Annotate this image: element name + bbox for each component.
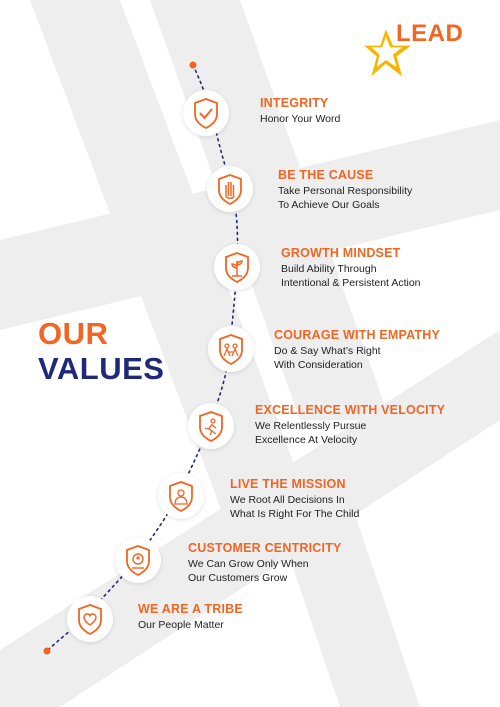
value-title: BE THE CAUSE (278, 168, 374, 182)
value-live-the-mission: LIVE THE MISSION We Root All Decisions I… (230, 477, 450, 521)
value-title: LIVE THE MISSION (230, 477, 346, 491)
path-end-dot (43, 647, 51, 655)
lead-star-logo-icon (364, 29, 411, 77)
value-title: WE ARE A TRIBE (138, 602, 243, 616)
heading-values: VALUES (38, 351, 165, 386)
value-title: INTEGRITY (260, 96, 329, 110)
customer-icon (126, 545, 150, 577)
value-courage-with-empathy: COURAGE WITH EMPATHY Do & Say What’s Rig… (274, 328, 494, 372)
growing-plant-icon (225, 252, 249, 284)
heart-shield-icon (78, 604, 102, 636)
value-icon-7 (115, 537, 161, 583)
value-desc: Take Personal Responsibility To Achieve … (278, 185, 413, 211)
value-desc: We Relentlessly Pursue Excellence At Vel… (255, 420, 367, 446)
value-icon-3 (214, 244, 260, 290)
value-desc: Build Ability Through Intentional & Pers… (281, 263, 421, 289)
value-desc: Honor Your Word (260, 113, 341, 125)
value-excellence-with-velocity: EXCELLENCE WITH VELOCITY We Relentlessly… (255, 403, 475, 447)
value-growth-mindset: GROWTH MINDSET Build Ability Through Int… (281, 246, 500, 290)
value-title: COURAGE WITH EMPATHY (274, 328, 441, 342)
heading-our: OUR (38, 316, 109, 351)
value-title: CUSTOMER CENTRICITY (188, 541, 342, 555)
value-integrity: INTEGRITY Honor Your Word (260, 96, 480, 127)
logo-text: LEAD (396, 20, 464, 47)
shield-check-icon (194, 98, 218, 130)
value-icon-4 (208, 326, 254, 372)
value-desc: Our People Matter (138, 619, 224, 631)
child-icon (169, 481, 193, 513)
raised-hand-icon (218, 174, 242, 206)
running-figure-icon (199, 411, 223, 443)
value-desc: We Root All Decisions In What Is Right F… (230, 494, 360, 520)
value-icon-2 (207, 166, 253, 212)
value-customer-centricity: CUSTOMER CENTRICITY We Can Grow Only Whe… (188, 541, 408, 585)
value-desc: We Can Grow Only When Our Customers Grow (188, 558, 309, 584)
value-icon-5 (188, 403, 234, 449)
value-title: EXCELLENCE WITH VELOCITY (255, 403, 446, 417)
value-icon-6 (158, 473, 204, 519)
value-desc: Do & Say What’s Right With Consideration (274, 345, 381, 371)
path-start-dot (189, 61, 197, 69)
value-icon-8 (67, 596, 113, 642)
value-icon-1 (183, 90, 229, 136)
value-be-the-cause: BE THE CAUSE Take Personal Responsibilit… (278, 168, 498, 212)
value-we-are-a-tribe: WE ARE A TRIBE Our People Matter (138, 602, 358, 633)
people-shield-icon (219, 334, 243, 366)
value-title: GROWTH MINDSET (281, 246, 401, 260)
